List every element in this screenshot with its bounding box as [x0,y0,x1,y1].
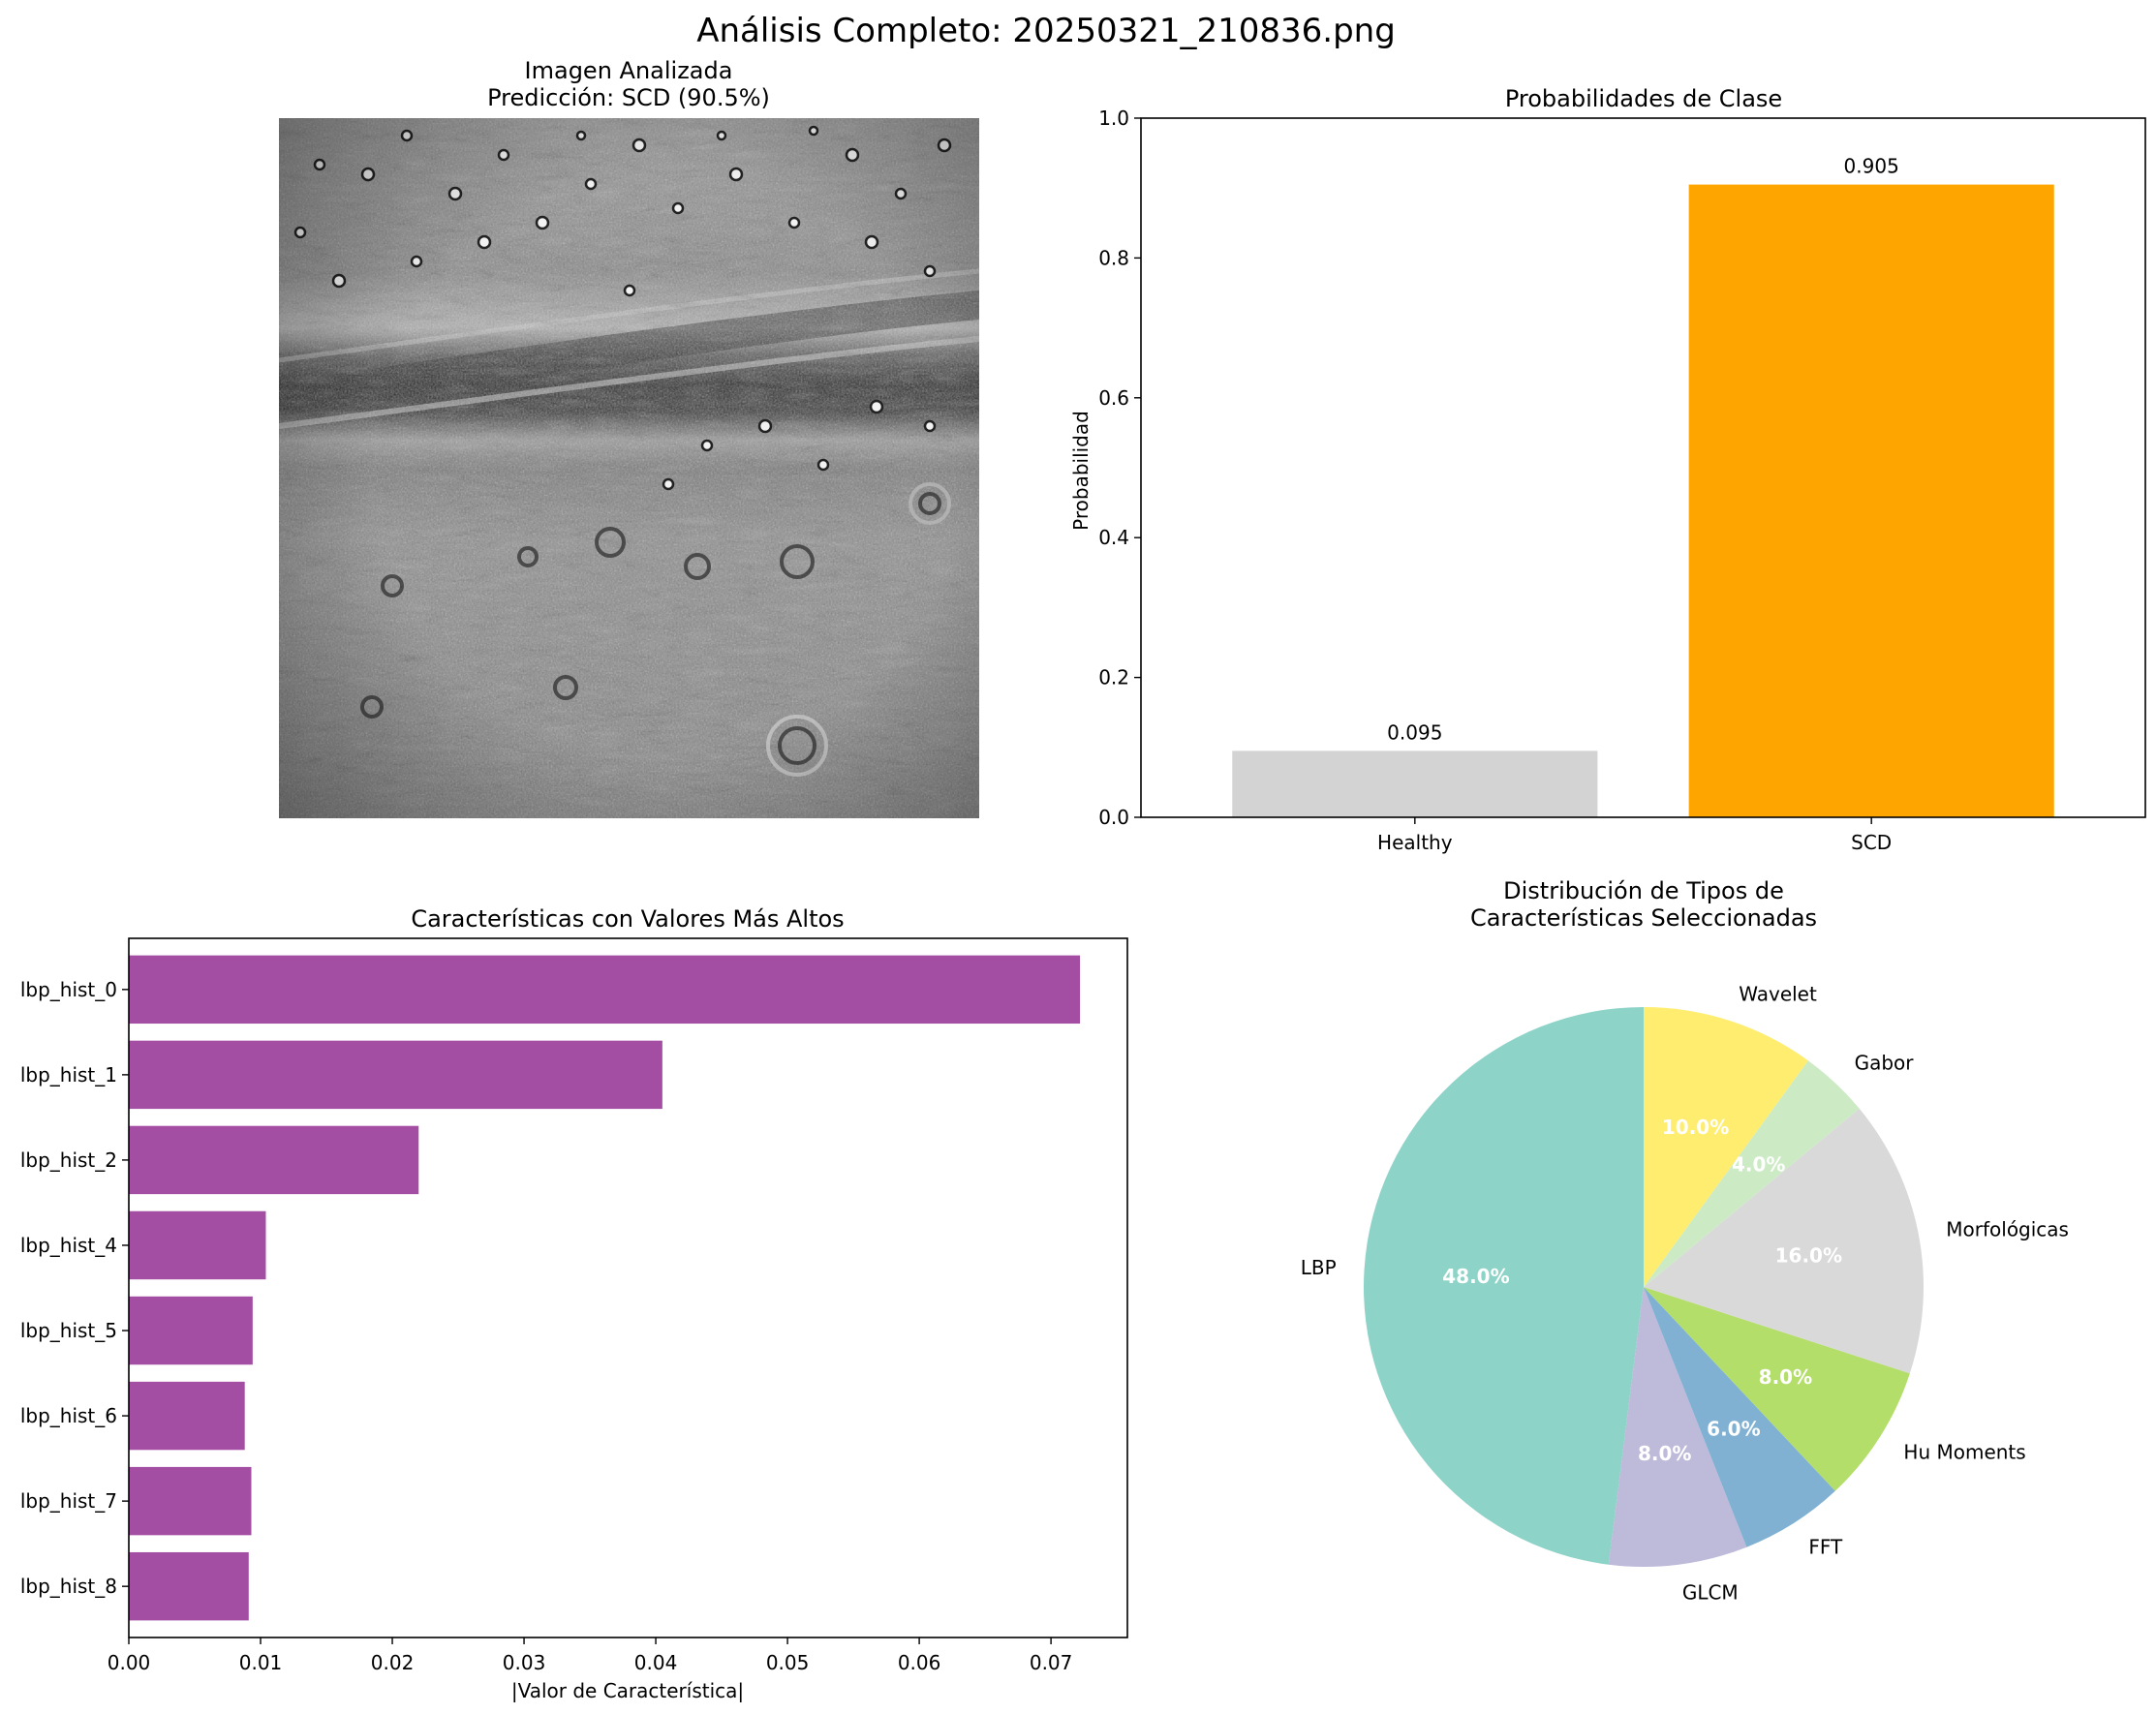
y-tick-label: 0.0 [1098,806,1129,829]
pie-category-label: GLCM [1682,1580,1739,1604]
x-tick-label: 0.03 [503,1651,546,1674]
bar-lbp-hist-7 [129,1466,252,1536]
pie-slice-gabor [1644,1060,1860,1287]
pie-category-label: LBP [1301,1256,1337,1279]
y-tick-label: lbp_hist_7 [20,1489,117,1513]
bar-lbp-hist-0 [129,955,1081,1025]
feature-values-y-ticks: lbp_hist_0 lbp_hist_1 lbp_hist_2 lbp_hist_4… [20,978,129,1598]
pie-percent-label: 6.0% [1707,1417,1760,1440]
pie-percent-label: 8.0% [1759,1365,1812,1389]
pie-slice-hu-moments [1644,1287,1910,1491]
y-tick-label: 0.8 [1098,246,1129,269]
y-tick-label: lbp_hist_8 [20,1575,117,1598]
pie-percent-label: 8.0% [1638,1442,1691,1465]
x-tick-label: 0.00 [108,1651,151,1674]
microscopy-image [279,118,979,818]
pie-slice-glcm [1608,1287,1747,1567]
y-tick-label: lbp_hist_6 [20,1404,117,1427]
x-tick-label: 0.01 [239,1651,283,1674]
pie-category-label: FFT [1808,1535,1843,1558]
x-tick-label: 0.04 [634,1651,678,1674]
y-tick-label: 1.0 [1098,107,1129,130]
y-tick-label: lbp_hist_0 [20,978,117,1001]
feature-values-frame [128,937,1128,1638]
pie-slice-morfol-gicas [1644,1108,1925,1374]
pie-slice-lbp [1363,1007,1644,1565]
bar-value-label: 0.095 [1387,720,1442,744]
class-probability-y-ticks: 0.0 0.2 0.4 0.6 0.8 1.0 [1098,107,1141,829]
x-tick-label: 0.07 [1030,1651,1073,1674]
class-probability-y-label: Probabilidad [1069,411,1093,531]
image-panel-prediction: Predicción: SCD (90.5%) [487,84,770,111]
bar-value-label: 0.905 [1844,155,1899,178]
class-probability-bars [1232,184,2054,818]
feature-values-chart: Características con Valores Más Altos lb… [20,905,1128,1702]
pie-slices [1363,1007,1925,1567]
pie-percent-label: 16.0% [1775,1244,1842,1268]
class-probability-value-labels: 0.095 0.905 [1387,155,1899,745]
bar-lbp-hist-6 [129,1381,245,1451]
pie-title-line2: Características Seleccionadas [1470,904,1817,932]
figure-suptitle: Análisis Completo: 20250321_210836.png [696,12,1396,50]
pie-percent-label: 4.0% [1732,1153,1785,1177]
bar-lbp-hist-8 [129,1551,249,1621]
pie-slice-wavelet [1644,1007,1808,1287]
pie-labels: 48.0% LBP 8.0% GLCM 6.0% FFT 8.0% Hu Moments 16.… [1301,983,2069,1605]
bar-lbp-hist-1 [129,1040,662,1110]
feature-values-x-label: |Valor de Característica| [511,1679,744,1702]
x-tick-label: 0.05 [766,1651,810,1674]
feature-type-pie-chart: Distribución de Tipos de Características… [1301,877,2069,1604]
y-tick-label: 0.4 [1098,526,1129,549]
class-probability-x-ticks: Healthy SCD [1377,817,1892,854]
pie-category-label: Gabor [1855,1051,1915,1074]
y-tick-label: lbp_hist_2 [20,1148,117,1172]
bar-scd [1688,184,2054,818]
y-tick-label: lbp_hist_1 [20,1063,117,1087]
feature-values-title: Características con Valores Más Altos [411,905,844,933]
y-tick-label: lbp_hist_4 [20,1234,117,1257]
pie-slice-fft [1644,1287,1835,1547]
pie-category-label: Morfológicas [1946,1217,2069,1240]
pie-percent-label: 10.0% [1662,1116,1729,1139]
x-tick-label: 0.06 [898,1651,941,1674]
bar-lbp-hist-2 [129,1125,419,1195]
pie-category-label: Hu Moments [1903,1440,2025,1463]
class-probability-chart: Probabilidades de Clase 0.0 0.2 0.4 0.6 0.8 1… [1069,85,2146,854]
class-probability-title: Probabilidades de Clase [1505,85,1782,112]
bar-lbp-hist-5 [129,1296,253,1365]
pie-category-label: Wavelet [1739,983,1817,1006]
image-panel: Imagen Analizada Predicción: SCD (90.5%) [279,57,979,818]
bar-healthy [1232,750,1598,817]
image-panel-title: Imagen Analizada [525,57,733,84]
x-tick-label: Healthy [1377,831,1453,854]
pie-title-line1: Distribución de Tipos de [1503,877,1784,904]
class-probability-frame [1140,117,2146,818]
y-tick-label: lbp_hist_5 [20,1319,117,1342]
bar-lbp-hist-4 [129,1210,266,1280]
feature-values-bars [129,955,1081,1621]
y-tick-label: 0.2 [1098,666,1129,689]
x-tick-label: SCD [1851,831,1892,854]
feature-values-x-ticks: 0.00 0.01 0.02 0.03 0.04 0.05 0.06 0.07 [108,1637,1073,1674]
x-tick-label: 0.02 [371,1651,415,1674]
y-tick-label: 0.6 [1098,386,1129,410]
pie-percent-label: 48.0% [1442,1265,1509,1288]
